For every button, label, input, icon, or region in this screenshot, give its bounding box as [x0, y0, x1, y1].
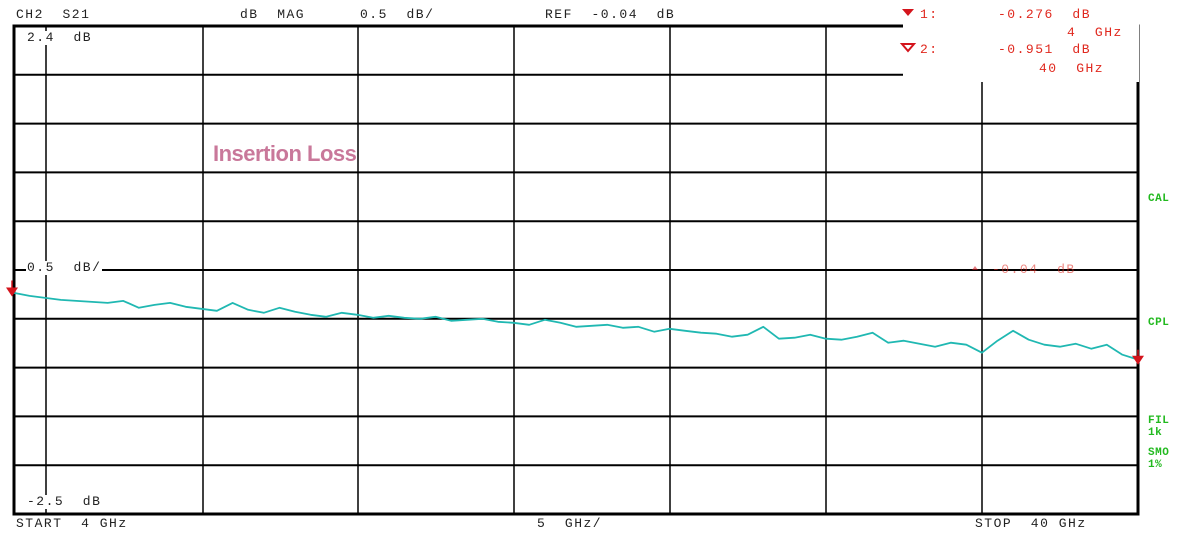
marker-layer: [6, 9, 1144, 365]
marker-2-frequency: 40 GHz: [1039, 61, 1105, 76]
marker-readout-box: [903, 2, 1139, 82]
scale-label: 0.5 dB/: [360, 7, 435, 22]
smoothing-value: 1%: [1148, 459, 1163, 471]
marker-2-value: -0.951 dB: [998, 42, 1092, 57]
top-level-label: 2.4 dB: [26, 30, 94, 45]
trace-line: [13, 292, 1139, 361]
stop-frequency-label: STOP 40 GHz: [975, 516, 1087, 531]
smoothing-status: SMO: [1148, 447, 1170, 459]
marker-1-icon: [902, 9, 914, 16]
filter-status: FIL: [1148, 415, 1170, 427]
marker-2-icon: [899, 43, 917, 53]
marker-2-label: 2:: [920, 42, 939, 57]
reference-pointer-icon: [972, 266, 978, 270]
cal-status: CAL: [1148, 193, 1170, 205]
marker-1-label: 1:: [920, 7, 939, 22]
channel-label: CH2 S21: [16, 7, 91, 22]
reference-label: REF -0.04 dB: [545, 7, 676, 22]
filter-value: 1k: [1148, 427, 1163, 439]
reference-line-value: -0.04 dB: [992, 262, 1076, 277]
cpl-status: CPL: [1148, 317, 1170, 329]
marker-1-frequency: 4 GHz: [1067, 25, 1123, 40]
start-frequency-label: START 4 GHz: [16, 516, 128, 531]
format-label: dB MAG: [240, 7, 306, 22]
marker-1-value: -0.276 dB: [998, 7, 1092, 22]
graticule: [12, 24, 1140, 516]
reference-level-label: 0.5 dB/: [26, 260, 103, 275]
bottom-level-label: -2.5 dB: [26, 494, 103, 509]
span-per-division-label: 5 GHz/: [537, 516, 603, 531]
chart-title: Insertion Loss: [213, 141, 357, 166]
trace-layer: [13, 292, 1139, 361]
marker-1-symbol: [6, 287, 18, 297]
marker-2-symbol: [1132, 355, 1144, 365]
